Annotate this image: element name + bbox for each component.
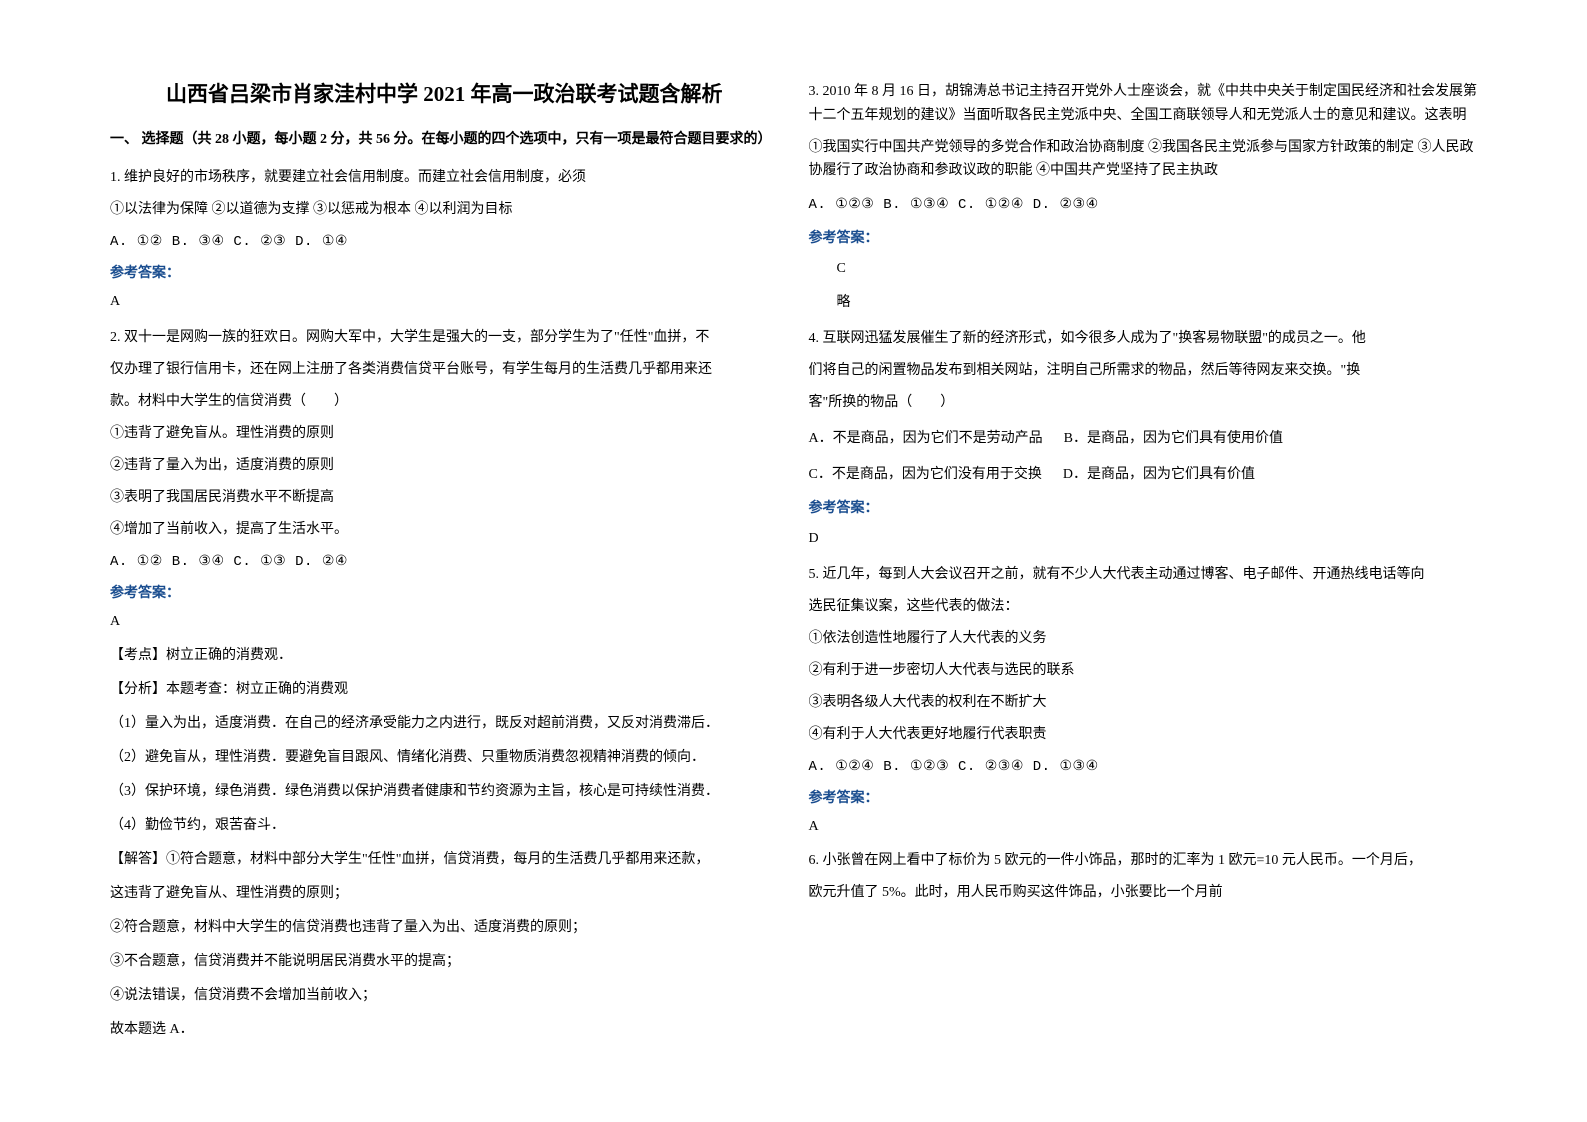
q4-stem-3: 客"所换的物品（ ）	[809, 389, 1478, 417]
page-title: 山西省吕梁市肖家洼村中学 2021 年高一政治联考试题含解析	[110, 80, 779, 109]
q2-opt-1: ①违背了避免盲从。理性消费的原则	[110, 420, 779, 448]
q4-opt-a: A．不是商品，因为它们不是劳动产品	[809, 431, 1043, 446]
q2-options: A. ①② B. ③④ C. ①③ D. ②④	[110, 548, 779, 576]
q4-opt-d: D．是商品，因为它们具有价值	[1063, 467, 1255, 482]
q2-opt-3: ③表明了我国居民消费水平不断提高	[110, 484, 779, 512]
q1-choices: ①以法律为保障 ②以道德为支撑 ③以惩戒为根本 ④以利润为目标	[110, 196, 779, 224]
q2-opt-4: ④增加了当前收入，提高了生活水平。	[110, 516, 779, 544]
q2-explain-7: 【解答】①符合题意，材料中部分大学生"任性"血拼，信贷消费，每月的生活费几乎都用…	[110, 846, 779, 874]
q5-stem-1: 5. 近几年，每到人大会议召开之前，就有不少人大代表主动通过博客、电子邮件、开通…	[809, 561, 1478, 589]
q2-stem-1: 2. 双十一是网购一族的狂欢日。网购大军中，大学生是强大的一支，部分学生为了"任…	[110, 324, 779, 352]
q4-opt-b: B．是商品，因为它们具有使用价值	[1064, 431, 1283, 446]
q1-options: A. ①② B. ③④ C. ②③ D. ①④	[110, 228, 779, 256]
q5-answer: A	[809, 813, 1478, 841]
q4-stem-2: 们将自己的闲置物品发布到相关网站，注明自己所需求的物品，然后等待网友来交换。"换	[809, 357, 1478, 385]
q5-options: A. ①②④ B. ①②③ C. ②③④ D. ①③④	[809, 753, 1478, 781]
q2-explain-1: 【考点】树立正确的消费观．	[110, 642, 779, 670]
q4-answer-label: 参考答案：	[809, 497, 1478, 517]
q5-opt-2: ②有利于进一步密切人大代表与选民的联系	[809, 657, 1478, 685]
q2-explain-11: ④说法错误，信贷消费不会增加当前收入；	[110, 982, 779, 1010]
q2-opt-2: ②违背了量入为出，适度消费的原则	[110, 452, 779, 480]
q6-stem-1: 6. 小张曾在网上看中了标价为 5 欧元的一件小饰品，那时的汇率为 1 欧元=1…	[809, 847, 1478, 875]
q2-explain-12: 故本题选 A．	[110, 1016, 779, 1044]
q2-answer: A	[110, 608, 779, 636]
q5-stem-2: 选民征集议案，这些代表的做法：	[809, 593, 1478, 621]
q3-options: A. ①②③ B. ①③④ C. ①②④ D. ②③④	[809, 191, 1478, 219]
q3-answer: C	[809, 255, 1478, 283]
q4-options-cd: C．不是商品，因为它们没有用于交换 D．是商品，因为它们具有价值	[809, 461, 1478, 489]
q2-explain-10: ③不合题意，信贷消费并不能说明居民消费水平的提高；	[110, 948, 779, 976]
q3-answer-label: 参考答案：	[809, 227, 1478, 247]
q2-stem-2: 仅办理了银行信用卡，还在网上注册了各类消费信贷平台账号，有学生每月的生活费几乎都…	[110, 356, 779, 384]
q4-opt-c: C．不是商品，因为它们没有用于交换	[809, 467, 1042, 482]
q5-opt-3: ③表明各级人大代表的权利在不断扩大	[809, 689, 1478, 717]
q6-stem-2: 欧元升值了 5%。此时，用人民币购买这件饰品，小张要比一个月前	[809, 879, 1478, 907]
right-column: 3. 2010 年 8 月 16 日，胡锦涛总书记主持召开党外人士座谈会，就《中…	[794, 80, 1493, 1082]
q2-explain-5: （3）保护环境，绿色消费．绿色消费以保护消费者健康和节约资源为主旨，核心是可持续…	[110, 778, 779, 806]
q4-stem-1: 4. 互联网迅猛发展催生了新的经济形式，如今很多人成为了"换客易物联盟"的成员之…	[809, 325, 1478, 353]
q1-stem: 1. 维护良好的市场秩序，就要建立社会信用制度。而建立社会信用制度，必须	[110, 164, 779, 192]
left-column: 山西省吕梁市肖家洼村中学 2021 年高一政治联考试题含解析 一、 选择题（共 …	[95, 80, 794, 1082]
q2-explain-6: （4）勤俭节约，艰苦奋斗．	[110, 812, 779, 840]
q1-answer: A	[110, 288, 779, 316]
q4-options-ab: A．不是商品，因为它们不是劳动产品 B．是商品，因为它们具有使用价值	[809, 425, 1478, 453]
section-heading: 一、 选择题（共 28 小题，每小题 2 分，共 56 分。在每小题的四个选项中…	[110, 129, 779, 151]
q3-note: 略	[809, 289, 1478, 317]
q5-answer-label: 参考答案：	[809, 787, 1478, 807]
q3-stem-1: 3. 2010 年 8 月 16 日，胡锦涛总书记主持召开党外人士座谈会，就《中…	[809, 80, 1478, 128]
q1-answer-label: 参考答案：	[110, 262, 779, 282]
q2-explain-4: （2）避免盲从，理性消费．要避免盲目跟风、情绪化消费、只重物质消费忽视精神消费的…	[110, 744, 779, 772]
q5-opt-1: ①依法创造性地履行了人大代表的义务	[809, 625, 1478, 653]
q2-explain-2: 【分析】本题考查：树立正确的消费观	[110, 676, 779, 704]
q4-answer: D	[809, 525, 1478, 553]
q5-opt-4: ④有利于人大代表更好地履行代表职责	[809, 721, 1478, 749]
q2-answer-label: 参考答案：	[110, 582, 779, 602]
q2-stem-3: 款。材料中大学生的信贷消费（ ）	[110, 388, 779, 416]
q2-explain-9: ②符合题意，材料中大学生的信贷消费也违背了量入为出、适度消费的原则；	[110, 914, 779, 942]
q2-explain-8: 这违背了避免盲从、理性消费的原则；	[110, 880, 779, 908]
q2-explain-3: （1）量入为出，适度消费．在自己的经济承受能力之内进行，既反对超前消费，又反对消…	[110, 710, 779, 738]
q3-stem-2: ①我国实行中国共产党领导的多党合作和政治协商制度 ②我国各民主党派参与国家方针政…	[809, 136, 1478, 184]
